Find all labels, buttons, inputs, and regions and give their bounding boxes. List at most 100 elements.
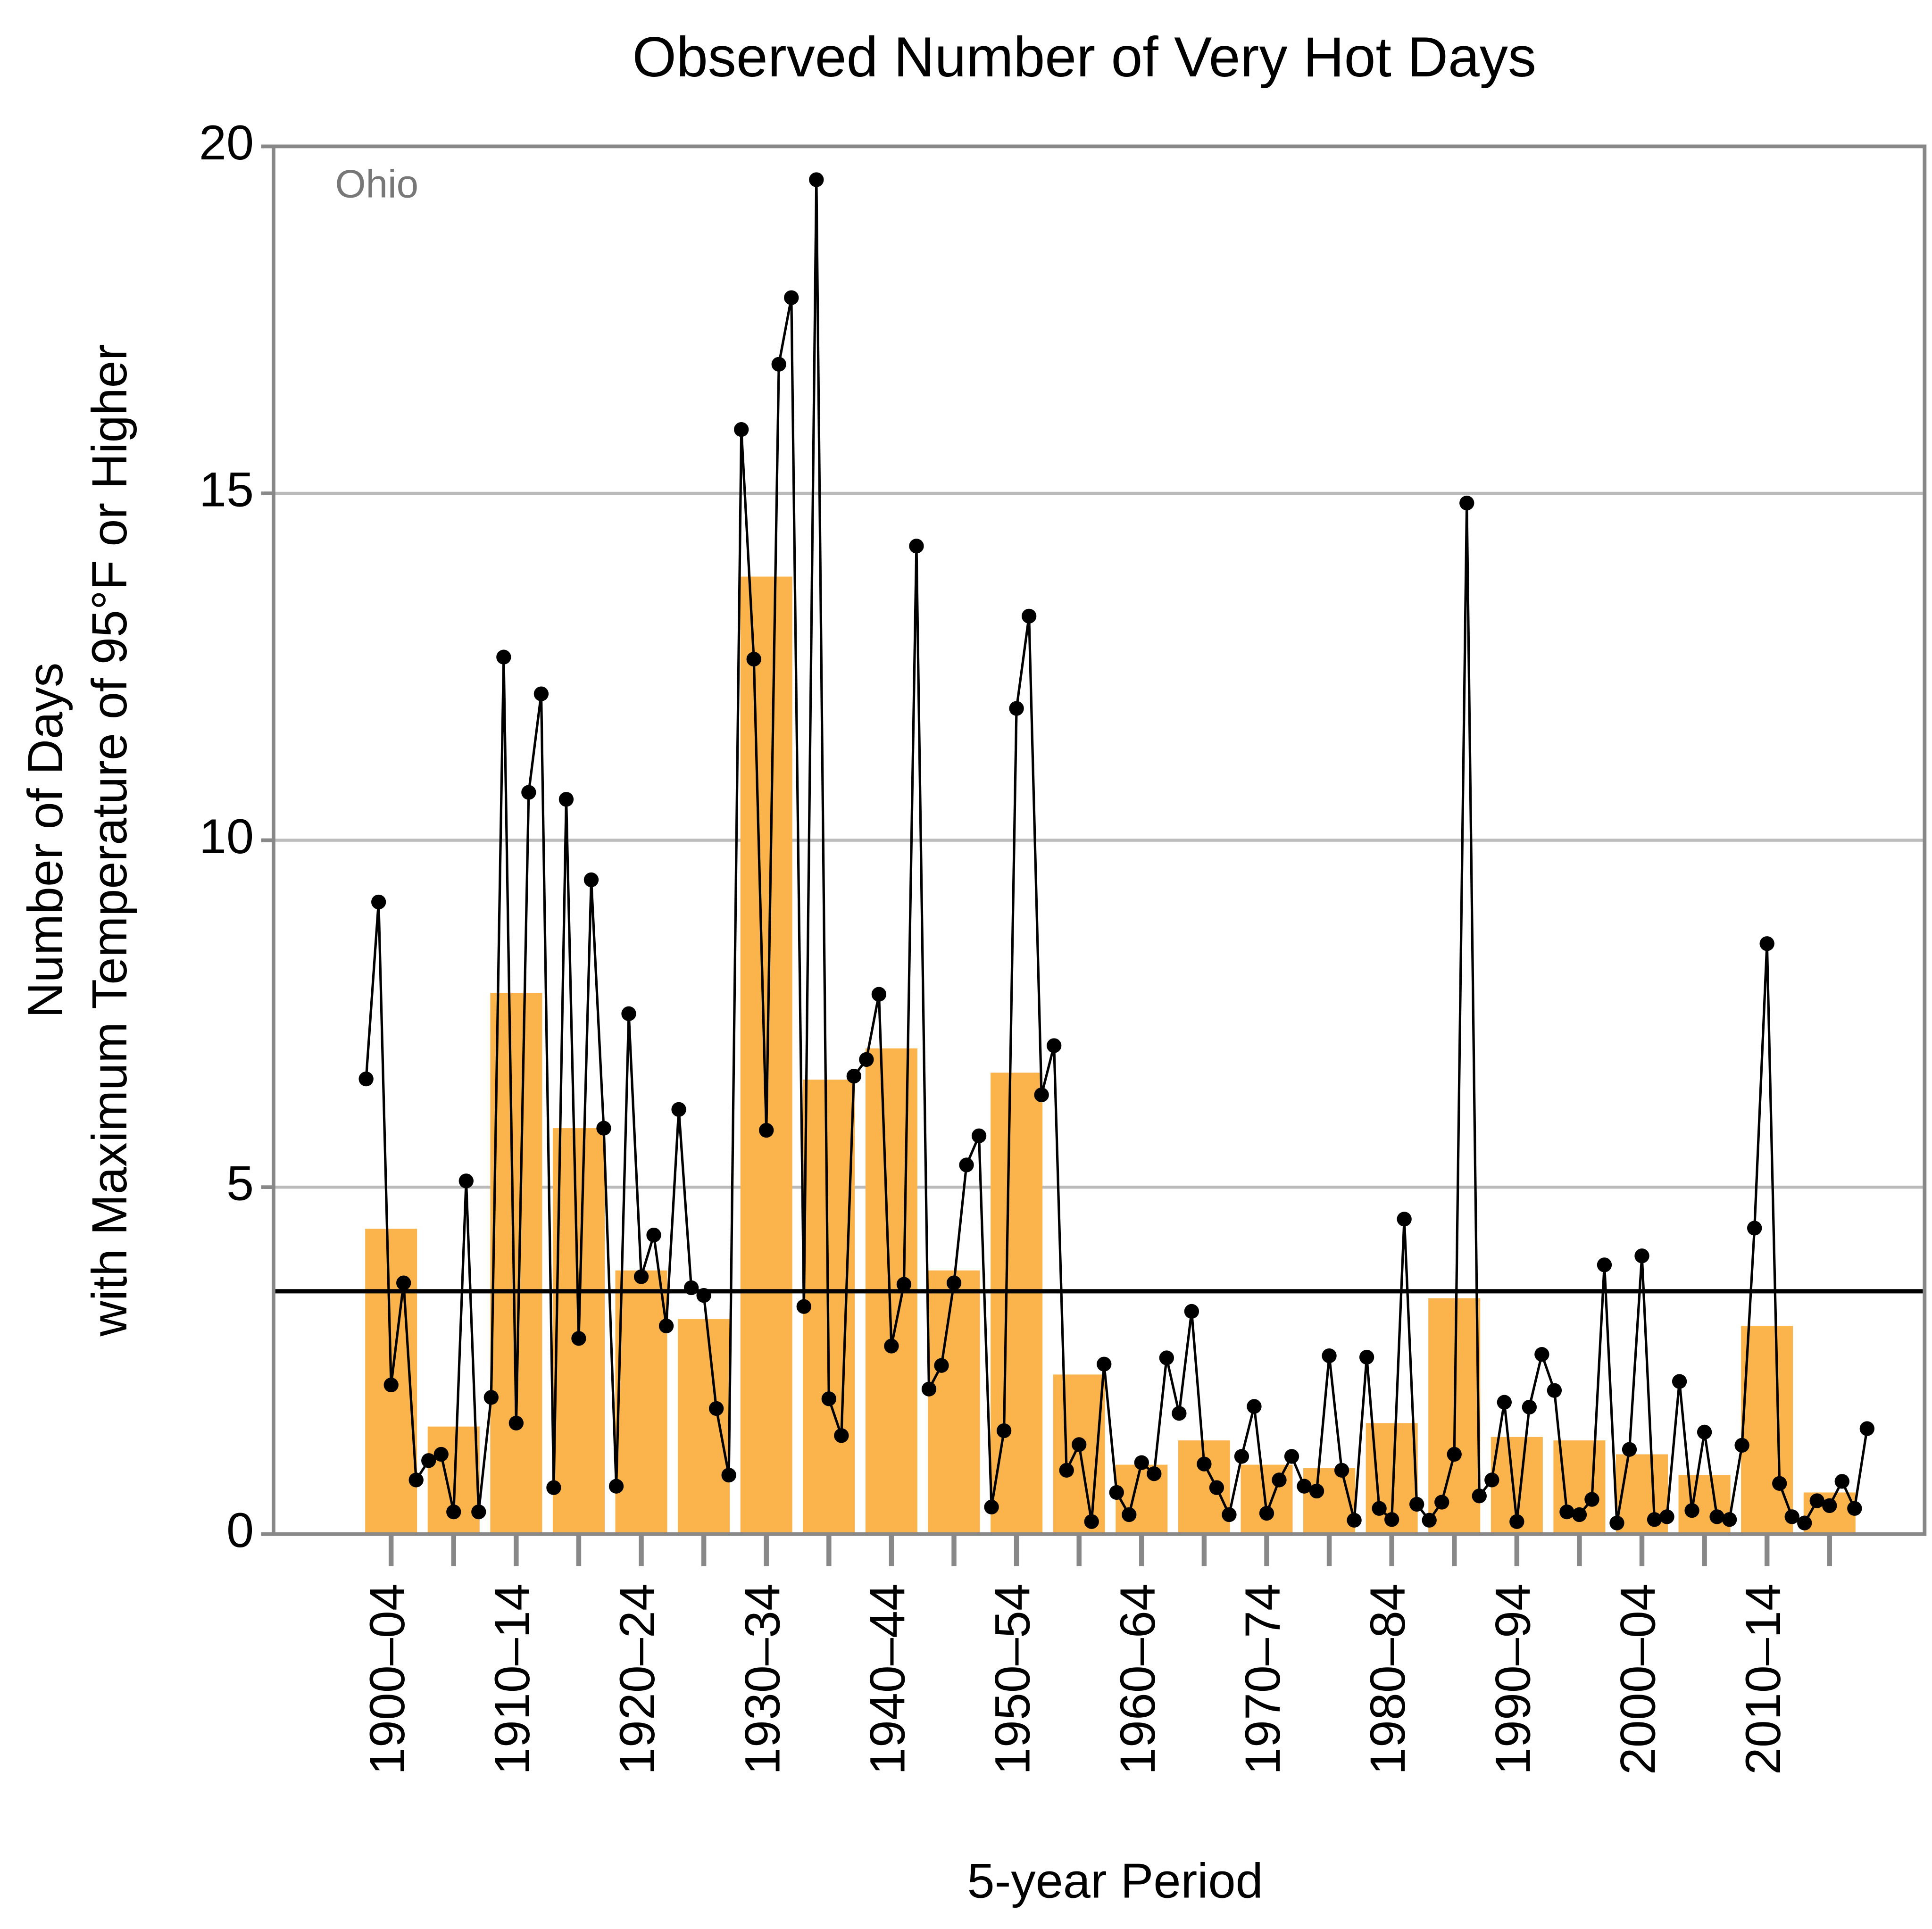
point (1397, 1212, 1412, 1227)
point (1747, 1221, 1762, 1236)
point (1634, 1248, 1649, 1264)
point (1484, 1472, 1499, 1488)
point (1084, 1514, 1099, 1529)
point (946, 1275, 962, 1290)
point (1259, 1505, 1274, 1521)
point (1709, 1509, 1724, 1524)
point (1322, 1348, 1337, 1364)
point (959, 1157, 974, 1172)
bar (1678, 1475, 1731, 1534)
x-tick-label: 1900–04 (360, 1583, 415, 1775)
point (458, 1173, 474, 1189)
point (383, 1377, 399, 1393)
point (896, 1277, 912, 1292)
x-tick-label: 2010–14 (1736, 1583, 1791, 1775)
point (1272, 1472, 1287, 1488)
point (909, 539, 924, 554)
y-tick-label: 0 (226, 1503, 254, 1558)
annotation: Ohio (335, 162, 419, 206)
point (358, 1071, 374, 1087)
point (1284, 1449, 1299, 1464)
point (596, 1121, 611, 1136)
point (759, 1122, 774, 1138)
point (1434, 1495, 1449, 1510)
chart-title: Observed Number of Very Hot Days (633, 25, 1536, 89)
point (583, 872, 599, 888)
point (608, 1479, 624, 1494)
point (1184, 1304, 1199, 1319)
point (1697, 1424, 1712, 1440)
point (1672, 1374, 1687, 1389)
point (1122, 1507, 1137, 1522)
point (859, 1052, 874, 1067)
point (1459, 495, 1474, 511)
point (546, 1480, 561, 1495)
x-tick-label: 2000–04 (1611, 1583, 1666, 1775)
point (1384, 1512, 1399, 1527)
point (1447, 1447, 1462, 1462)
y-axis-label: with Maximum Temperature of 95°F or High… (82, 344, 137, 1337)
point (496, 649, 511, 665)
point (1509, 1514, 1524, 1529)
point (821, 1391, 837, 1406)
x-tick-label: 1950–54 (985, 1583, 1041, 1775)
point (1009, 701, 1024, 716)
point (1046, 1038, 1062, 1053)
point (1772, 1476, 1787, 1491)
point (1759, 936, 1774, 951)
point (971, 1128, 987, 1143)
point (1072, 1437, 1087, 1452)
point (521, 785, 536, 800)
point (846, 1069, 862, 1084)
point (1159, 1350, 1174, 1365)
point (1422, 1513, 1437, 1528)
point (1609, 1515, 1624, 1530)
point (1734, 1438, 1749, 1453)
point (871, 987, 887, 1002)
point (1409, 1497, 1424, 1512)
y-tick-label: 5 (226, 1156, 254, 1211)
point (784, 290, 799, 305)
bar (1241, 1464, 1293, 1534)
point (708, 1401, 724, 1416)
point (1334, 1463, 1349, 1478)
point (1347, 1513, 1362, 1528)
point (984, 1499, 999, 1514)
x-tick-label: 1920–24 (610, 1583, 665, 1775)
point (771, 357, 786, 372)
x-tick-label: 1970–74 (1235, 1583, 1291, 1775)
point (1059, 1463, 1074, 1478)
point (1134, 1455, 1149, 1470)
point (1097, 1356, 1112, 1372)
point (1222, 1507, 1237, 1522)
point (1497, 1395, 1512, 1410)
point (1597, 1257, 1612, 1272)
point (696, 1288, 711, 1303)
point (1622, 1442, 1637, 1457)
x-tick-label: 1990–94 (1485, 1583, 1541, 1775)
point (433, 1447, 449, 1462)
point (1309, 1483, 1324, 1499)
bar (490, 993, 542, 1534)
point (396, 1275, 411, 1290)
point (1784, 1509, 1799, 1524)
point (1822, 1498, 1837, 1513)
point (658, 1318, 674, 1334)
point (571, 1331, 586, 1346)
point (1584, 1492, 1599, 1507)
point (1722, 1512, 1737, 1527)
point (1234, 1449, 1249, 1464)
x-tick-label: 1960–64 (1110, 1583, 1166, 1775)
point (1197, 1456, 1212, 1472)
point (1859, 1421, 1875, 1436)
point (734, 422, 749, 437)
point (1021, 608, 1037, 624)
y-axis-label: Number of Days (18, 663, 73, 1018)
x-tick-label: 1910–14 (485, 1583, 540, 1775)
point (558, 792, 574, 807)
point (646, 1227, 661, 1243)
point (1534, 1347, 1549, 1362)
point (1472, 1488, 1487, 1504)
point (1209, 1480, 1224, 1495)
